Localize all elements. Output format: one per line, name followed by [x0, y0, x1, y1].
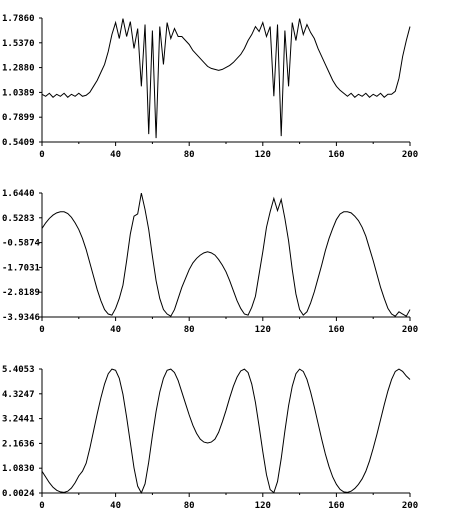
y-tick-label: 1.5370: [2, 39, 35, 49]
x-tick-label: 0: [39, 501, 44, 511]
series-line-1: [41, 18, 411, 139]
x-tick-label: 200: [402, 150, 418, 160]
x-tick-label: 40: [110, 501, 121, 511]
x-tick-label: 80: [184, 150, 195, 160]
x-tick-label: 160: [328, 325, 344, 335]
x-tick-label: 0: [39, 150, 44, 160]
x-tick-label: 0: [39, 325, 44, 335]
x-tick-label: 200: [402, 325, 418, 335]
chart-panel-1: 0.5409 0.7899 1.0389 1.2880 1.5370 1.7860 0 40 8…: [2, 14, 418, 160]
y-tick-label: 3.2441: [2, 415, 35, 425]
x-tick-label: 120: [255, 325, 271, 335]
y-tick-label: 0.5283: [2, 214, 35, 224]
x-tick-label: 80: [184, 501, 195, 511]
y-tick-label: -1.7031: [2, 263, 40, 273]
y-tick-label: -0.5874: [2, 239, 41, 249]
y-tick-label: 1.7860: [2, 14, 35, 24]
series-line-1: [41, 192, 411, 317]
x-tick-label: 160: [328, 501, 344, 511]
x-tick-label: 120: [255, 150, 271, 160]
chart-panel-3: 0.0024 1.0830 2.1636 3.2441 4.3247 5.4053 0 40 8…: [2, 365, 418, 511]
x-tick-label: 200: [402, 501, 418, 511]
y-tick-label: 1.2880: [2, 64, 35, 74]
y-tick-label: 0.7899: [2, 113, 35, 123]
x-tick-label: 120: [255, 501, 271, 511]
chart-panel-2: -3.9346 -2.8189 -1.7031 -0.5874 0.5283 1.6440…: [2, 189, 418, 335]
y-tick-label: 4.3247: [2, 390, 35, 400]
x-tick-label: 40: [110, 325, 121, 335]
x-tick-label: 40: [110, 150, 121, 160]
y-tick-label: -2.8189: [2, 288, 40, 298]
y-tick-label: 5.4053: [2, 365, 35, 375]
x-tick-label: 80: [184, 325, 195, 335]
y-tick-label: 0.0024: [2, 489, 35, 499]
y-tick-label: 1.0389: [2, 88, 35, 98]
y-tick-label: 1.6440: [2, 189, 35, 199]
y-tick-label: 0.5409: [2, 138, 35, 148]
x-tick-label: 160: [328, 150, 344, 160]
series-line-1: [41, 368, 411, 494]
y-tick-label: 2.1636: [2, 439, 35, 449]
y-tick-label: 1.0830: [2, 464, 35, 474]
y-tick-label: -3.9346: [2, 313, 40, 323]
